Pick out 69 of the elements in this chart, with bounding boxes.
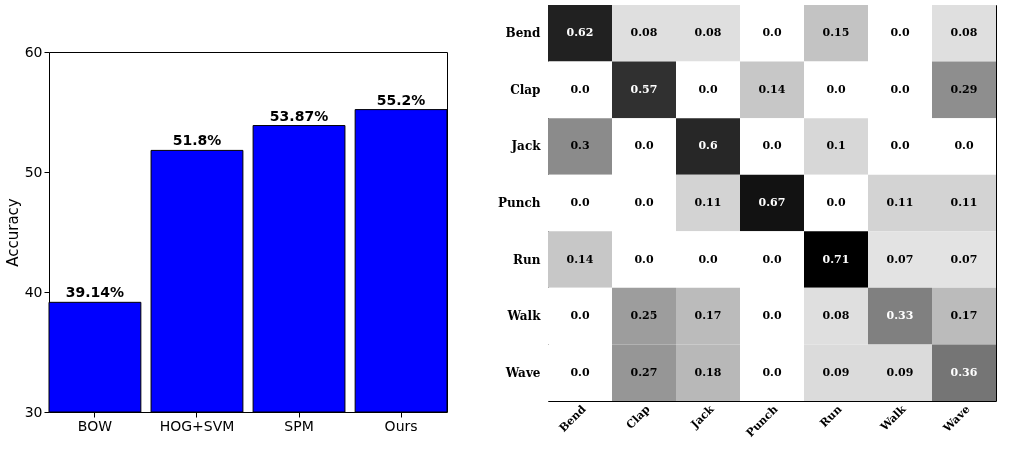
- data-label: 0.62: [566, 26, 594, 40]
- data-label: 0.6: [698, 139, 718, 153]
- data-label: 0.0: [570, 82, 590, 96]
- data-label: 0.08: [822, 309, 850, 323]
- y-tick-label: Wave: [504, 365, 541, 380]
- data-label: 0.33: [886, 309, 914, 323]
- data-label: 53.87%: [269, 107, 329, 124]
- y-tick-label: Punch: [497, 196, 541, 210]
- y-axis-title: Accuracy: [3, 198, 22, 267]
- data-label: 0.0: [826, 196, 846, 209]
- data-label: 0.0: [890, 82, 910, 96]
- x-tick-label: HOG+SVM: [159, 417, 235, 434]
- data-label: 0.1: [826, 139, 846, 153]
- y-tick-label: Walk: [506, 309, 542, 324]
- data-label: 0.3: [570, 139, 590, 153]
- data-label: 0.0: [890, 139, 910, 153]
- data-label: 0.0: [762, 139, 782, 153]
- y-tick-label: Run: [513, 252, 541, 267]
- data-label: 0.0: [570, 196, 590, 209]
- data-label: 0.71: [822, 252, 850, 266]
- data-label: 0.08: [950, 26, 978, 40]
- data-label: 0.57: [630, 82, 658, 96]
- data-label: 0.67: [758, 196, 786, 209]
- data-label: 0.07: [886, 252, 914, 266]
- x-tick-label: BOW: [77, 417, 113, 434]
- data-label: 0.0: [570, 365, 590, 379]
- data-label: 0.0: [698, 252, 718, 266]
- data-label: 0.0: [890, 26, 910, 40]
- y-tick-label: Jack: [510, 139, 542, 154]
- data-label: 0.0: [762, 26, 782, 40]
- data-label: 0.17: [694, 309, 722, 323]
- data-label: 0.0: [570, 309, 590, 323]
- data-label: 0.27: [630, 365, 658, 379]
- data-label: 0.15: [822, 26, 850, 40]
- y-tick-label: Bend: [505, 26, 542, 41]
- data-label: 0.11: [950, 196, 978, 209]
- data-label: 0.25: [630, 309, 658, 323]
- y-tick-label: Clap: [510, 82, 541, 97]
- data-label: 0.0: [634, 196, 654, 209]
- data-label: 0.17: [950, 309, 978, 323]
- data-label: 0.0: [762, 252, 782, 266]
- data-label: 0.14: [758, 82, 786, 96]
- data-label: 0.14: [566, 252, 594, 266]
- data-label: 0.11: [886, 196, 914, 209]
- y-tick-label: 50: [24, 163, 43, 180]
- data-label: 0.18: [694, 365, 722, 379]
- data-label: 0.09: [822, 365, 850, 379]
- data-label: 0.11: [694, 196, 722, 209]
- y-tick-label: 60: [24, 43, 43, 60]
- data-label: 51.8%: [172, 132, 222, 149]
- data-label: 0.29: [950, 82, 978, 96]
- y-tick-label: 40: [24, 283, 43, 300]
- data-label: 0.08: [694, 26, 722, 40]
- data-label: 0.0: [634, 252, 654, 266]
- data-label: 0.0: [826, 82, 846, 96]
- data-label: 0.0: [698, 82, 718, 96]
- data-label: 0.0: [762, 365, 782, 379]
- x-tick-label: SPM: [284, 417, 314, 434]
- data-label: 0.0: [634, 139, 654, 153]
- data-label: 55.2%: [376, 91, 426, 108]
- data-label: 0.36: [950, 365, 978, 379]
- y-tick-label: 30: [24, 403, 43, 420]
- x-tick-label: Ours: [384, 417, 418, 434]
- data-label: 0.0: [954, 139, 974, 153]
- data-label: 39.14%: [65, 284, 125, 301]
- data-label: 0.0: [762, 309, 782, 323]
- data-label: 0.09: [886, 365, 914, 379]
- data-label: 0.07: [950, 252, 978, 266]
- data-label: 0.08: [630, 26, 658, 40]
